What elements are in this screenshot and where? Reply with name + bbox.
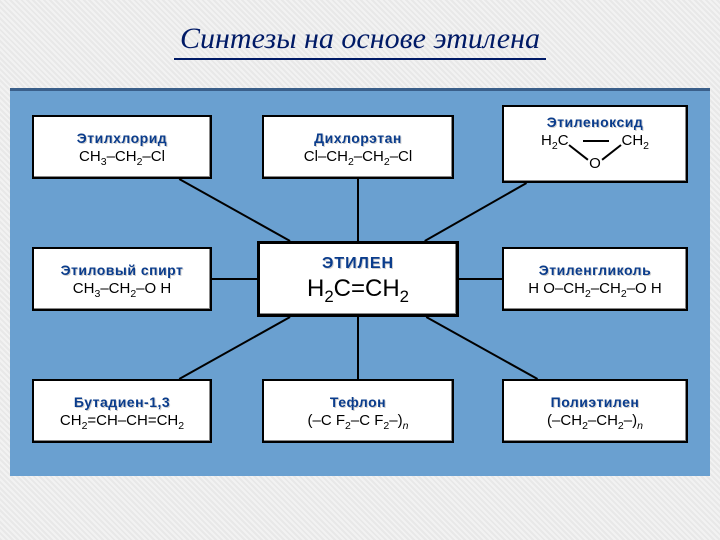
node-formula: CH3–CH2–O H [40,280,204,297]
node-name: Этиленгликоль [510,262,680,278]
node-dichloroethane: Дихлорэтан Cl–CH2–CH2–Cl [262,115,454,179]
node-name: Бутадиен-1,3 [40,394,204,410]
node-polyethylene: Полиэтилен (–CH2–CH2–)n [502,379,688,443]
node-name: Этиловый спирт [40,262,204,278]
node-teflon: Тефлон (–C F2–C F2–)n [262,379,454,443]
node-butadiene: Бутадиен-1,3 CH2=CH–CH=CH2 [32,379,212,443]
node-name: Полиэтилен [510,394,680,410]
node-formula: (–CH2–CH2–)n [510,412,680,429]
title-container: Синтезы на основе этилена [0,0,720,70]
node-formula: H2CCH2O [510,132,680,174]
node-name: Этилхлорид [40,130,204,146]
edge-ethylene-oxide [425,183,527,241]
node-name: Тефлон [270,394,446,410]
node-formula: H O–CH2–CH2–O H [510,280,680,297]
node-ethylene: ЭТИЛЕН H2C=CH2 [257,241,459,317]
node-formula: (–C F2–C F2–)n [270,412,446,429]
node-ethylene-glycol: Этиленгликоль H O–CH2–CH2–O H [502,247,688,311]
edge-butadiene [179,317,290,379]
node-formula: H2C=CH2 [266,275,450,303]
node-name: Этиленоксид [510,114,680,130]
node-ethanol: Этиловый спирт CH3–CH2–O H [32,247,212,311]
node-formula: CH3–CH2–Cl [40,148,204,165]
page-title: Синтезы на основе этилена [174,22,546,60]
node-formula: CH2=CH–CH=CH2 [40,412,204,429]
diagram-canvas: ЭТИЛЕН H2C=CH2 Этилхлорид CH3–CH2–Cl Дихлорэ… [10,88,710,476]
edge-ethyl-chloride [179,179,290,241]
node-ethyl-chloride: Этилхлорид CH3–CH2–Cl [32,115,212,179]
edge-polyethylene [426,317,537,379]
node-name: ЭТИЛЕН [266,255,450,273]
node-formula: Cl–CH2–CH2–Cl [270,148,446,165]
node-name: Дихлорэтан [270,130,446,146]
node-ethylene-oxide: Этиленоксид H2CCH2O [502,105,688,183]
